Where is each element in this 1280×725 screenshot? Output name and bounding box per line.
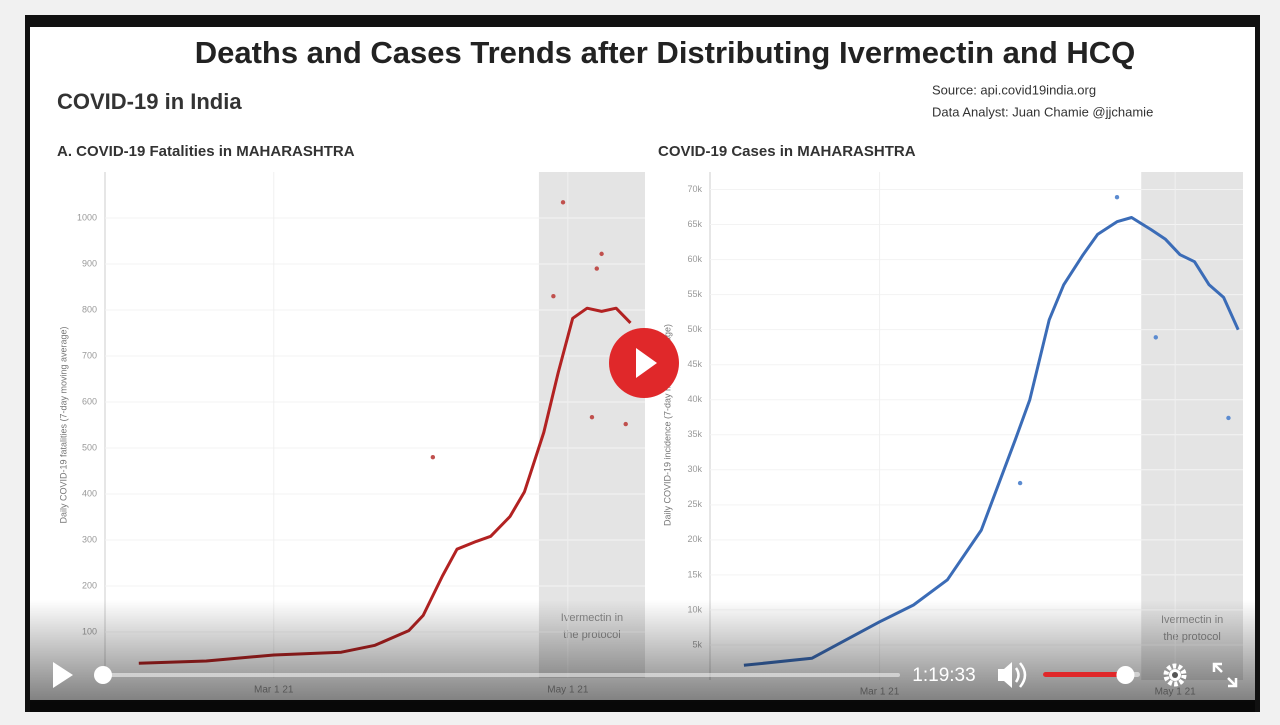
progress-knob[interactable] bbox=[94, 666, 112, 684]
controls-gradient bbox=[30, 600, 1255, 712]
volume-level bbox=[1043, 672, 1126, 677]
y-tick-label: 200 bbox=[82, 580, 97, 590]
data-point bbox=[623, 421, 628, 427]
data-point bbox=[1017, 480, 1023, 486]
settings-button[interactable] bbox=[1163, 663, 1187, 687]
analyst: Data Analyst: Juan Chamie @jjchamie bbox=[932, 104, 1153, 119]
y-axis-label: Daily COVID-19 fatalities (7-day moving … bbox=[58, 326, 68, 523]
subtitle: COVID-19 in India bbox=[57, 89, 242, 114]
y-tick-label: 400 bbox=[82, 488, 97, 498]
y-tick-label: 1000 bbox=[77, 212, 97, 222]
y-tick-label: 600 bbox=[82, 396, 97, 406]
y-tick-label: 900 bbox=[82, 258, 97, 268]
volume-knob[interactable] bbox=[1116, 666, 1135, 684]
fullscreen-button[interactable] bbox=[1212, 662, 1238, 688]
y-tick-label: 60k bbox=[687, 254, 702, 264]
data-point bbox=[560, 200, 566, 205]
y-tick-label: 65k bbox=[687, 219, 702, 229]
data-point bbox=[551, 294, 556, 299]
data-point bbox=[1114, 195, 1120, 200]
y-axis-label: Daily COVID-19 incidence (7-day moving a… bbox=[662, 324, 672, 526]
y-tick-label: 40k bbox=[687, 394, 702, 404]
y-tick-label: 50k bbox=[687, 324, 702, 334]
data-point bbox=[1226, 415, 1231, 421]
data-point bbox=[430, 455, 436, 460]
shaded-region bbox=[1141, 172, 1243, 680]
y-tick-label: 300 bbox=[82, 534, 97, 544]
y-tick-label: 30k bbox=[687, 464, 702, 474]
y-tick-label: 700 bbox=[82, 350, 97, 360]
y-tick-label: 55k bbox=[687, 289, 702, 299]
video-title: Deaths and Cases Trends after Distributi… bbox=[195, 35, 1136, 70]
y-tick-label: 800 bbox=[82, 304, 97, 314]
progress-track[interactable] bbox=[103, 673, 900, 677]
data-point bbox=[594, 266, 599, 271]
y-tick-label: 500 bbox=[82, 442, 97, 452]
data-point bbox=[1153, 335, 1158, 340]
y-tick-label: 35k bbox=[687, 429, 702, 439]
y-tick-label: 45k bbox=[687, 359, 702, 369]
play-button[interactable] bbox=[53, 662, 73, 688]
center-play-button[interactable] bbox=[609, 328, 679, 398]
y-tick-label: 25k bbox=[687, 499, 702, 509]
source: Source: api.covid19india.org bbox=[932, 82, 1096, 97]
volume-button[interactable] bbox=[998, 662, 1027, 688]
y-tick-label: 70k bbox=[687, 184, 702, 194]
y-tick-label: 15k bbox=[687, 569, 702, 579]
data-point bbox=[599, 251, 604, 257]
chart-title: COVID-19 Cases in MAHARASHTRA bbox=[658, 143, 916, 160]
time-label: 1:19:33 bbox=[912, 665, 975, 686]
data-point bbox=[589, 414, 595, 420]
y-tick-label: 20k bbox=[687, 534, 702, 544]
data-line bbox=[743, 216, 1240, 667]
chart-title: A. COVID-19 Fatalities in MAHARASHTRA bbox=[57, 143, 355, 160]
